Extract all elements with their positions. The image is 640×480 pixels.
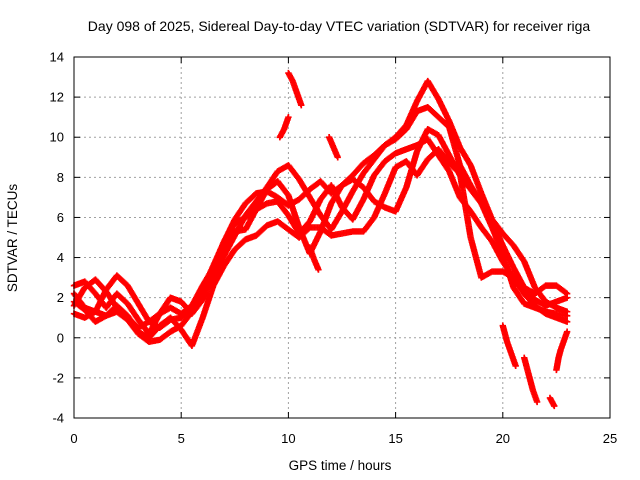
y-tick-label: -4	[52, 411, 64, 426]
y-tick-label: 8	[57, 170, 64, 185]
x-tick-label: 25	[603, 431, 617, 446]
data-point-fragment-1	[285, 113, 292, 121]
data-point-arc-05	[563, 318, 571, 325]
x-tick-label: 15	[388, 431, 402, 446]
y-tick-label: 0	[57, 330, 64, 345]
data-point-fragment-2	[298, 101, 305, 109]
data-point-fragment-7	[551, 402, 558, 410]
x-tick-label: 5	[178, 431, 185, 446]
data-point-fragment-4	[334, 154, 341, 161]
x-axis-label: GPS time / hours	[289, 458, 392, 473]
data-point-arc-04	[563, 290, 571, 297]
x-tick-label: 20	[496, 431, 510, 446]
data-point-arc-04	[562, 289, 570, 296]
chart-title: Day 098 of 2025, Sidereal Day-to-day VTE…	[88, 18, 591, 34]
plot-frame	[73, 56, 611, 419]
data-point-fragment-8	[563, 328, 571, 335]
y-tick-label: 6	[57, 210, 64, 225]
y-tick-labels: -4 -2 0 2 4 6 8 10 12 14	[50, 50, 64, 426]
data-points	[70, 69, 571, 410]
y-tick-label: -2	[52, 370, 64, 385]
y-tick-label: 2	[57, 290, 64, 305]
y-tick-label: 10	[50, 130, 64, 145]
y-tick-label: 14	[50, 50, 64, 65]
data-point-fragment-6	[533, 398, 541, 406]
x-tick-label: 10	[281, 431, 295, 446]
data-point-fragment-5	[512, 362, 519, 370]
grid-lines	[74, 57, 610, 418]
y-tick-label: 4	[57, 250, 64, 265]
axis-ticks	[73, 56, 611, 419]
data-point-fragment-3	[315, 266, 322, 273]
data-point-arc-02	[563, 308, 571, 315]
x-tick-labels: 0 5 10 15 20 25	[70, 431, 617, 446]
x-tick-label: 0	[70, 431, 77, 446]
y-tick-label: 12	[50, 90, 64, 105]
y-axis-label: SDTVAR / TECUs	[5, 184, 20, 293]
